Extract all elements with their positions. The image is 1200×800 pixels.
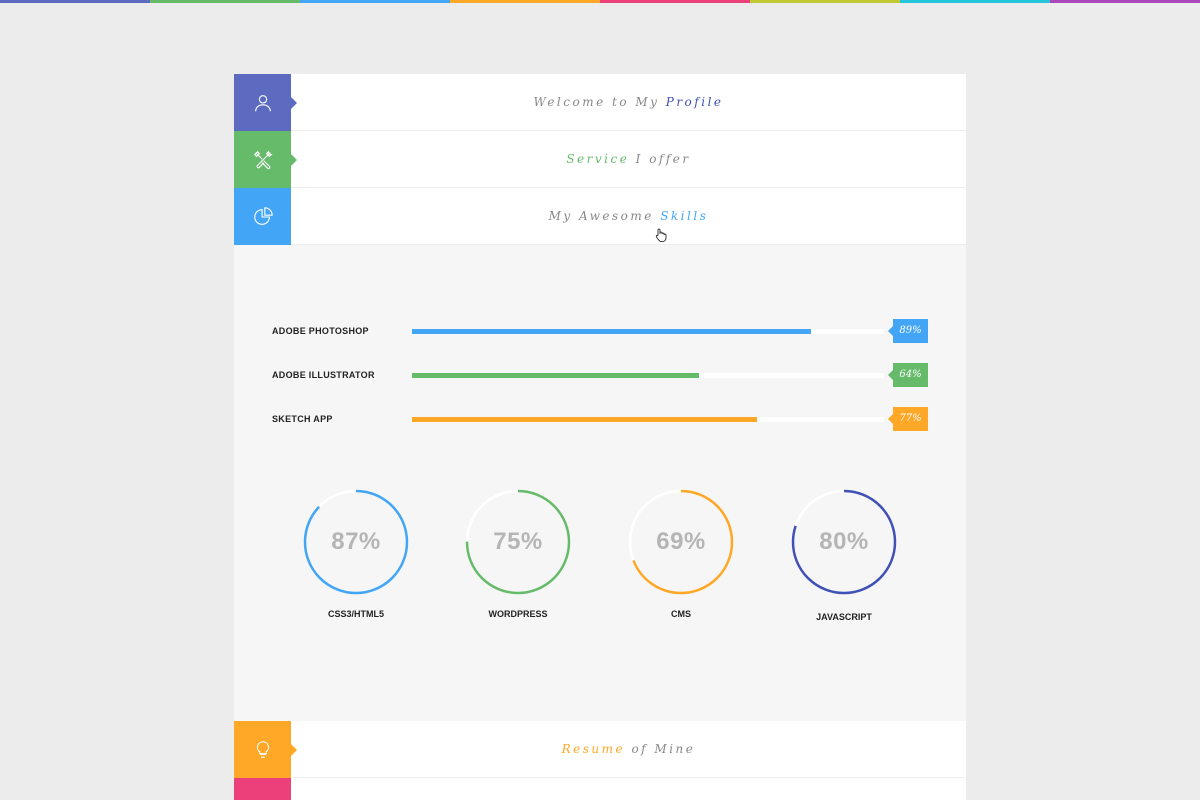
skill-ring-arc [628, 489, 734, 595]
strip-segment [0, 0, 150, 3]
accordion-header-services[interactable]: Service I offer [234, 131, 966, 188]
skills-panel: ADOBE PHOTOSHOP 89% ADOBE ILLUSTRATOR 64… [234, 245, 966, 721]
hand-cursor-icon [655, 228, 667, 242]
skill-bar-track [412, 373, 884, 378]
skill-ring-graphic [303, 489, 409, 595]
skill-bar-label: SKETCH APP [272, 414, 333, 424]
section-title: My Awesome Skills [548, 209, 709, 223]
skill-ring-arc [465, 489, 571, 595]
title-highlight: Resume [561, 742, 626, 756]
skill-ring-label: CSS3/HTML5 [327, 609, 384, 619]
skill-bar-fill [412, 373, 699, 378]
skill-bar-label: ADOBE ILLUSTRATOR [272, 370, 375, 380]
accordion-header-skills[interactable]: My Awesome Skills [234, 188, 966, 252]
skill-bar-row: ADOBE ILLUSTRATOR 64% [272, 363, 928, 389]
title-highlight: Service [566, 152, 630, 166]
strip-segment [900, 0, 1050, 3]
strip-segment [150, 0, 300, 3]
accordion-header-resume[interactable]: Resume of Mine [234, 721, 966, 778]
skill-bar-badge: 89% [888, 319, 928, 343]
accordion-header-profile[interactable]: Welcome to My Profile [234, 74, 966, 131]
skill-ring-graphic [465, 489, 571, 595]
skill-ring-arc [791, 489, 897, 595]
skill-bar-fill [412, 417, 758, 422]
skill-ring: 69% CMS [626, 487, 736, 619]
skill-bar-track [412, 417, 884, 422]
skill-ring-percent: 80% [819, 528, 869, 555]
skill-bar-fill [412, 329, 812, 334]
strip-segment [300, 0, 450, 3]
section-title [291, 778, 966, 800]
skill-ring: 87% CSS3/HTML5 [301, 487, 411, 619]
skill-ring-label: CMS [671, 609, 691, 619]
section-title: Welcome to My Profile [533, 95, 724, 109]
skill-bar-label: ADOBE PHOTOSHOP [272, 326, 369, 336]
skill-bar-row: ADOBE PHOTOSHOP 89% [272, 319, 928, 345]
profile-card: Welcome to My Profile Service I offer My… [234, 74, 966, 800]
section-title: Resume of Mine [561, 742, 696, 756]
strip-segment [600, 0, 750, 3]
strip-segment [1050, 0, 1200, 3]
top-color-strip [0, 0, 1200, 3]
lightbulb-icon [256, 740, 269, 758]
strip-segment [450, 0, 600, 3]
accordion-header-next[interactable] [234, 778, 966, 800]
pie-chart-icon [253, 206, 273, 225]
skill-bar-badge: 77% [888, 407, 928, 431]
skill-ring-graphic [628, 489, 734, 595]
section-icon-box [234, 74, 297, 131]
section-icon-box [234, 131, 297, 188]
title-highlight: Skills [660, 209, 709, 223]
skill-ring-percent: 87% [331, 528, 381, 555]
strip-segment [750, 0, 900, 3]
skill-bar-row: SKETCH APP 77% [272, 407, 928, 433]
skill-ring: 75% WORDPRESS [463, 487, 573, 619]
section-title: Service I offer [566, 152, 691, 166]
skill-bar-track [412, 329, 884, 334]
skill-bar-badge: 64% [888, 363, 928, 387]
skill-ring-label: WORDPRESS [488, 609, 548, 619]
skill-ring: 80% JAVASCRIPT [789, 487, 899, 622]
title-highlight: Profile [665, 95, 724, 109]
section-icon-box [234, 188, 291, 252]
skill-ring-graphic [791, 489, 897, 595]
user-icon [254, 94, 271, 111]
skill-ring-label: JAVASCRIPT [816, 612, 872, 622]
section-icon-box [234, 778, 291, 800]
skill-ring-percent: 69% [656, 528, 706, 555]
heart-icon [252, 796, 274, 800]
skill-ring-percent: 75% [493, 528, 543, 555]
tools-icon [253, 149, 273, 169]
skill-ring-arc [303, 489, 409, 595]
section-icon-box [234, 721, 297, 778]
